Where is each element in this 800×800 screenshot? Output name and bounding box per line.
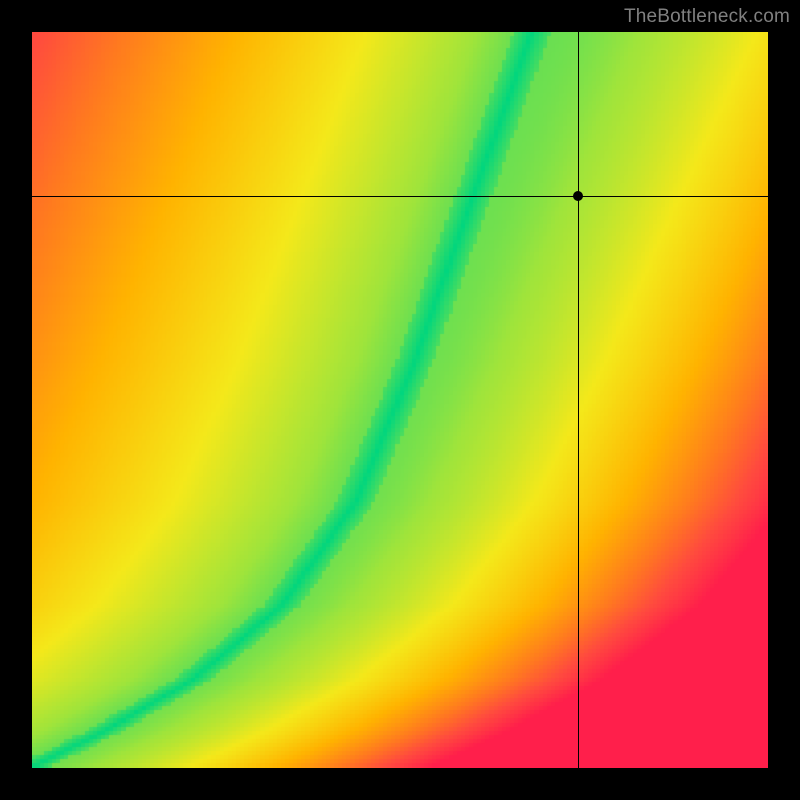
watermark-text: TheBottleneck.com — [624, 6, 790, 28]
heatmap-canvas — [32, 32, 768, 768]
crosshair-horizontal — [32, 196, 768, 197]
heatmap-plot — [32, 32, 768, 768]
crosshair-vertical — [578, 32, 579, 768]
crosshair-marker — [573, 191, 583, 201]
